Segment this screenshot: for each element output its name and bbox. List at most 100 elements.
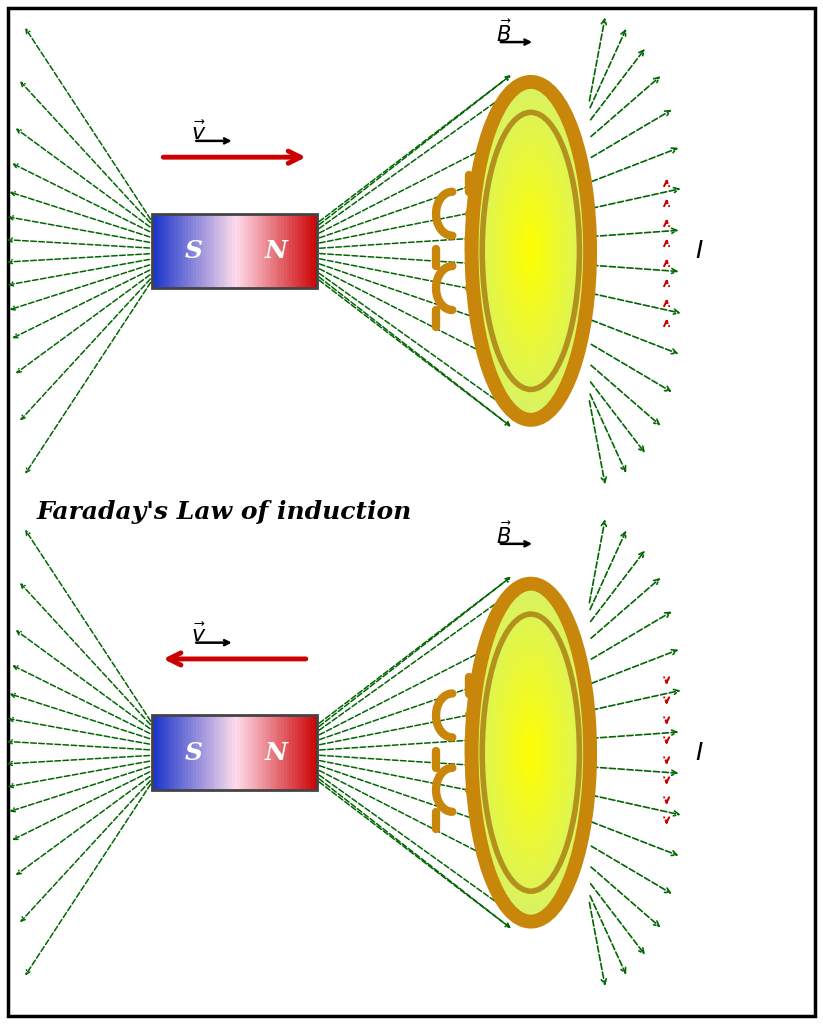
Bar [265, 214, 267, 289]
Ellipse shape [483, 617, 579, 888]
Ellipse shape [504, 175, 557, 327]
Bar [284, 715, 286, 791]
Ellipse shape [528, 744, 534, 761]
Bar [152, 214, 155, 289]
Bar [276, 715, 278, 791]
Bar [204, 214, 207, 289]
Bar [191, 214, 193, 289]
Bar [177, 214, 179, 289]
Bar [235, 715, 237, 791]
Bar [309, 214, 311, 289]
Bar [270, 214, 273, 289]
Bar [278, 715, 281, 791]
Ellipse shape [472, 82, 590, 420]
Ellipse shape [492, 643, 570, 862]
Bar [259, 214, 262, 289]
Bar [188, 214, 191, 289]
Bar [249, 214, 251, 289]
Bar [295, 715, 298, 791]
Bar [196, 214, 199, 289]
Ellipse shape [486, 626, 575, 880]
Text: $I$: $I$ [695, 740, 704, 765]
Ellipse shape [495, 651, 566, 854]
Text: $\vec{B}$: $\vec{B}$ [496, 19, 512, 46]
Ellipse shape [490, 132, 572, 370]
Bar [232, 214, 235, 289]
Bar [212, 214, 216, 289]
Bar [253, 214, 257, 289]
Bar [265, 715, 267, 791]
Bar [229, 214, 232, 289]
Ellipse shape [525, 234, 537, 267]
Ellipse shape [525, 735, 537, 770]
Bar [292, 715, 295, 791]
Bar [224, 715, 226, 791]
Ellipse shape [472, 584, 590, 922]
Bar [191, 715, 193, 791]
Ellipse shape [492, 141, 570, 360]
Bar [286, 715, 290, 791]
Bar [290, 214, 292, 289]
Bar [188, 715, 191, 791]
Bar [311, 715, 314, 791]
Bar [152, 715, 155, 791]
Bar [155, 214, 158, 289]
Bar [306, 715, 309, 791]
Bar [273, 214, 276, 289]
Bar [300, 715, 303, 791]
Ellipse shape [477, 600, 584, 905]
Bar [314, 715, 317, 791]
Ellipse shape [510, 191, 551, 310]
Bar [221, 214, 224, 289]
Bar [314, 214, 317, 289]
Text: $\vec{B}$: $\vec{B}$ [496, 521, 512, 548]
Ellipse shape [498, 158, 564, 344]
Bar [257, 214, 259, 289]
Bar [218, 214, 221, 289]
Bar [210, 214, 212, 289]
Bar [221, 715, 224, 791]
Ellipse shape [501, 166, 560, 336]
Ellipse shape [516, 711, 546, 795]
Bar [303, 214, 306, 289]
Bar [179, 715, 183, 791]
Bar [237, 715, 240, 791]
Bar [292, 214, 295, 289]
Bar [171, 214, 174, 289]
Bar [240, 715, 243, 791]
Bar [290, 715, 292, 791]
Bar [286, 214, 290, 289]
Bar [169, 214, 171, 289]
Bar [306, 214, 309, 289]
Bar [155, 715, 158, 791]
Ellipse shape [481, 609, 581, 896]
Bar [204, 715, 207, 791]
Bar [218, 715, 221, 791]
Bar [160, 715, 163, 791]
Ellipse shape [516, 209, 546, 293]
Bar [166, 715, 169, 791]
FancyBboxPatch shape [8, 8, 815, 1016]
Bar [163, 214, 166, 289]
Bar [309, 715, 311, 791]
Bar [303, 715, 306, 791]
Bar [174, 214, 177, 289]
Ellipse shape [519, 719, 542, 786]
Bar [183, 715, 185, 791]
Bar [243, 715, 245, 791]
Ellipse shape [477, 98, 584, 402]
Text: $I$: $I$ [695, 239, 704, 263]
Bar [166, 214, 169, 289]
Bar [300, 214, 303, 289]
Bar [235, 214, 237, 289]
Bar [152, 214, 317, 289]
Bar [240, 214, 243, 289]
Bar [224, 214, 226, 289]
Bar [267, 715, 270, 791]
Bar [251, 715, 253, 791]
Bar [276, 214, 278, 289]
Bar [284, 214, 286, 289]
Ellipse shape [528, 243, 534, 259]
Bar [232, 715, 235, 791]
Ellipse shape [522, 727, 540, 778]
